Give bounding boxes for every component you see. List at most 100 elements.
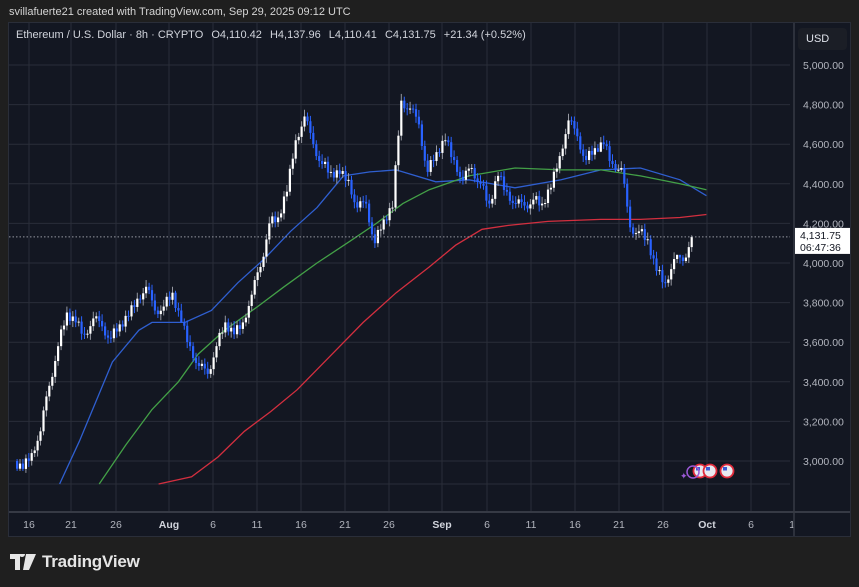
candle-body — [538, 196, 541, 206]
candle-body — [687, 247, 690, 258]
brand-name: TradingView — [42, 552, 140, 571]
candle-body — [658, 270, 661, 272]
candle-body — [45, 396, 48, 411]
candle-body — [77, 321, 80, 323]
candle-body — [555, 168, 558, 172]
candle-body — [115, 328, 118, 332]
candle-body — [596, 148, 599, 152]
candle-body — [256, 272, 259, 281]
tradingview-logo-icon — [10, 554, 36, 570]
candle-body — [608, 146, 611, 162]
candle-body — [470, 167, 473, 169]
candle-body — [532, 199, 535, 205]
x-tick-label: 6 — [748, 519, 754, 531]
candle-body — [212, 357, 215, 370]
candle-body — [684, 257, 687, 262]
candle-body — [637, 231, 640, 234]
y-tick-label: 3,800.00 — [803, 298, 844, 310]
candle-body — [461, 176, 464, 180]
candle-body — [247, 305, 250, 318]
y-tick-label: 4,400.00 — [803, 179, 844, 191]
candle-body — [590, 150, 594, 155]
candle-body — [159, 310, 162, 315]
candle-body — [21, 463, 24, 469]
candle-body — [148, 286, 151, 291]
us-flag-event-icon — [719, 463, 735, 479]
candle-body — [203, 363, 206, 369]
candle-body — [136, 298, 139, 307]
candle-body — [414, 109, 418, 117]
candle-body — [585, 155, 588, 161]
x-tick-label: 6 — [484, 519, 490, 531]
candle-body — [18, 463, 22, 469]
candle-body — [397, 135, 400, 166]
candle-body — [579, 136, 582, 150]
candle-body — [541, 203, 544, 206]
candle-body — [200, 363, 203, 366]
candle-body — [318, 156, 321, 162]
candle-body — [438, 152, 441, 154]
candle-body — [309, 121, 312, 133]
candle-body — [277, 217, 280, 223]
candle-body — [652, 255, 655, 259]
y-tick-label: 4,000.00 — [803, 258, 844, 270]
symbol-name[interactable]: Ethereum / U.S. Dollar · 8h · CRYPTO — [16, 29, 204, 41]
candle-body — [150, 290, 154, 301]
candle-body — [502, 176, 506, 190]
candle-body — [294, 140, 297, 159]
candle-body — [464, 170, 467, 180]
candle-body — [508, 191, 511, 201]
currency-button[interactable]: USD — [798, 28, 847, 50]
x-tick-label: 26 — [110, 519, 122, 531]
candle-body — [435, 152, 438, 162]
y-tick-label: 4,200.00 — [803, 218, 844, 230]
candle-body — [356, 202, 359, 208]
candle-body — [350, 179, 353, 195]
candle-body — [92, 318, 95, 327]
candle-body — [632, 227, 635, 234]
candle-body — [476, 178, 479, 183]
candle-body — [291, 158, 294, 169]
candle-body — [42, 410, 45, 432]
candle-body — [300, 126, 303, 137]
candle-body — [65, 312, 68, 326]
candle-body — [109, 337, 112, 339]
candle-body — [558, 156, 561, 169]
candle-body — [306, 116, 309, 122]
price-chart[interactable]: 5,000.00 4,800.00 4,600.00 4,400.00 4,200.00… — [0, 0, 859, 545]
candle-body — [561, 148, 564, 157]
candle-body — [447, 140, 450, 143]
y-tick-label: 4,800.00 — [803, 100, 844, 112]
candle-body — [48, 385, 51, 397]
candle-body — [368, 203, 371, 223]
candle-body — [588, 150, 591, 161]
candle-body — [517, 199, 520, 204]
candle-body — [511, 200, 514, 204]
candle-body — [265, 239, 268, 257]
candle-body — [535, 196, 538, 200]
candle-body — [373, 234, 376, 244]
candle-body — [227, 322, 230, 332]
candle-body — [95, 316, 98, 319]
candle-body — [514, 203, 517, 205]
moving-average-line — [158, 213, 707, 485]
candle-body — [244, 317, 247, 323]
candle-body — [593, 148, 596, 155]
candle-body — [473, 167, 476, 179]
candle-body — [194, 358, 198, 363]
candle-body — [626, 183, 629, 207]
candle-body — [676, 254, 679, 260]
candle-body — [344, 171, 347, 182]
candle-body — [253, 280, 256, 295]
x-tick-label: 21 — [613, 519, 625, 531]
candle-body — [362, 201, 365, 203]
candle-body — [385, 219, 388, 221]
candle-body — [646, 239, 649, 241]
economic-event-markers[interactable] — [692, 463, 735, 479]
candle-body — [62, 325, 66, 330]
candle-body — [690, 236, 693, 248]
candle-body — [312, 132, 315, 145]
chart-panel[interactable] — [8, 22, 851, 537]
candle-body — [104, 326, 107, 336]
candle-body — [678, 254, 682, 258]
